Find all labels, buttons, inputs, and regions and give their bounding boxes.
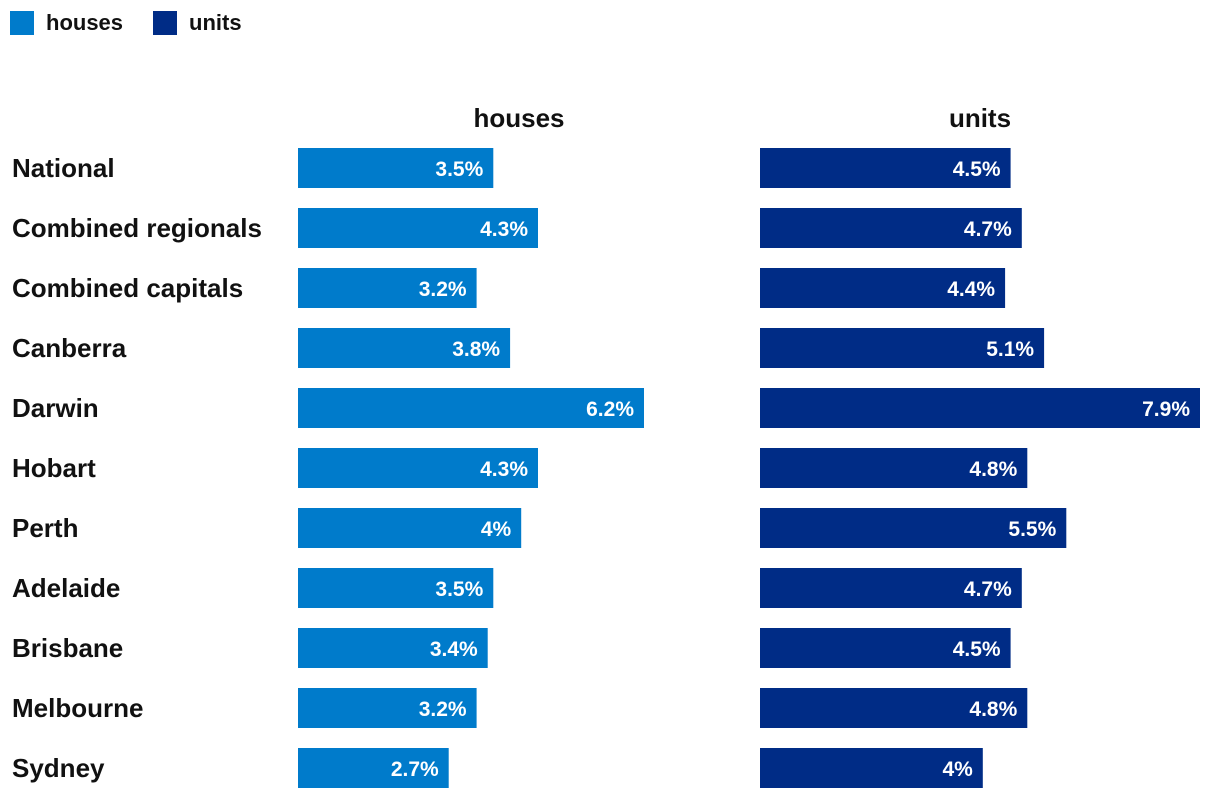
bar-houses — [298, 448, 538, 488]
bar-value-label-houses: 4.3% — [480, 458, 528, 481]
bar-value-label-houses: 6.2% — [586, 398, 634, 421]
bar-units — [760, 688, 1028, 728]
bar-value-label-units: 4.8% — [969, 698, 1017, 721]
bar-units — [760, 148, 1011, 188]
bar-houses — [298, 208, 538, 248]
bar-units — [760, 448, 1028, 488]
bar-value-label-units: 5.5% — [1008, 518, 1056, 541]
bar-units — [760, 628, 1011, 668]
bar-value-label-houses: 3.4% — [430, 638, 478, 661]
row-label: National — [12, 153, 115, 183]
legend-label-houses: houses — [46, 10, 124, 35]
bar-value-label-units: 4% — [942, 758, 973, 781]
bar-units — [760, 328, 1045, 368]
bar-houses — [298, 748, 449, 788]
bar-value-label-units: 4.7% — [964, 578, 1012, 601]
bar-houses — [298, 508, 522, 548]
bar-value-label-houses: 4.3% — [480, 218, 528, 241]
row-label: Melbourne — [12, 693, 143, 723]
column-header-houses: houses — [473, 103, 564, 133]
row-label: Brisbane — [12, 633, 123, 663]
bar-value-label-houses: 3.8% — [452, 338, 500, 361]
bar-houses — [298, 268, 477, 308]
bar-houses — [298, 388, 644, 428]
row-label: Combined regionals — [12, 213, 262, 243]
row-label: Canberra — [12, 333, 127, 363]
bar-value-label-houses: 3.5% — [435, 578, 483, 601]
bar-houses — [298, 568, 494, 608]
bar-houses — [298, 328, 511, 368]
bar-units — [760, 508, 1067, 548]
bar-units — [760, 388, 1200, 428]
legend-label-units: units — [189, 10, 242, 35]
bar-houses — [298, 148, 494, 188]
legend-item-units: units — [153, 10, 242, 36]
bar-value-label-units: 4.5% — [953, 158, 1001, 181]
column-header-units: units — [949, 103, 1011, 133]
bar-value-label-houses: 2.7% — [391, 758, 439, 781]
bar-units — [760, 748, 983, 788]
bar-value-label-houses: 4% — [481, 518, 512, 541]
bar-houses — [298, 628, 488, 668]
bar-units — [760, 268, 1006, 308]
legend-swatch-houses — [10, 11, 34, 35]
bar-value-label-houses: 3.2% — [419, 278, 467, 301]
bar-value-label-units: 4.7% — [964, 218, 1012, 241]
legend: houses units — [10, 8, 272, 38]
bar-value-label-units: 5.1% — [986, 338, 1034, 361]
bar-units — [760, 208, 1022, 248]
legend-item-houses: houses — [10, 10, 123, 36]
bar-value-label-units: 4.4% — [947, 278, 995, 301]
bar-value-label-houses: 3.2% — [419, 698, 467, 721]
row-label: Adelaide — [12, 573, 120, 603]
row-label: Hobart — [12, 453, 96, 483]
legend-swatch-units — [153, 11, 178, 35]
row-label: Combined capitals — [12, 273, 243, 303]
row-label: Perth — [12, 513, 78, 543]
row-label: Darwin — [12, 393, 99, 423]
bar-units — [760, 568, 1022, 608]
bar-value-label-units: 4.5% — [953, 638, 1001, 661]
row-label: Sydney — [12, 753, 105, 783]
bar-value-label-houses: 3.5% — [435, 158, 483, 181]
bar-houses — [298, 688, 477, 728]
bar-value-label-units: 4.8% — [969, 458, 1017, 481]
bar-value-label-units: 7.9% — [1142, 398, 1190, 421]
